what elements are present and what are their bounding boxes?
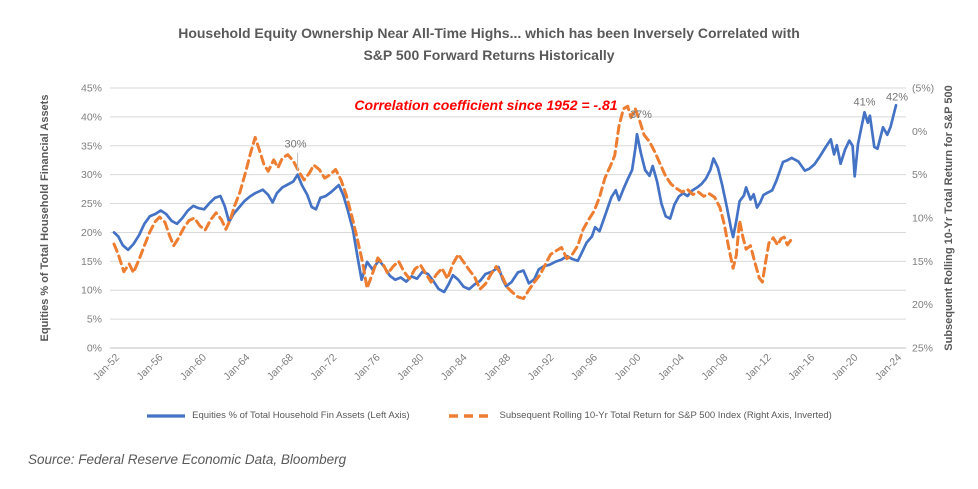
left-axis-tick-label: 30%: [81, 169, 102, 181]
gridlines: [110, 87, 906, 349]
chart-title: Household Equity Ownership Near All-Time…: [0, 22, 978, 66]
left-axis-tick-labels: 45% 40% 35% 30% 25% 20% 15% 10% 5% 0%: [81, 83, 102, 355]
x-axis-tick-label: Jan-64: [221, 352, 252, 383]
chart-title-line1: Household Equity Ownership Near All-Time…: [178, 25, 800, 41]
legend-label-sp500-returns: Subsequent Rolling 10-Yr Total Return fo…: [499, 410, 832, 421]
legend-item-sp500-returns: Subsequent Rolling 10-Yr Total Return fo…: [448, 410, 832, 421]
legend-solid-line-swatch: [147, 413, 186, 418]
series-line-equities: [112, 103, 898, 294]
left-axis-tick-label: 5%: [87, 314, 102, 326]
x-axis-tick-label: Jan-12: [743, 352, 774, 383]
right-axis-tick-label: 25%: [912, 343, 933, 355]
x-axis-tick-label: Jan-88: [482, 352, 513, 383]
left-axis-tick-label: 15%: [81, 256, 102, 268]
left-axis-tick-label: 0%: [87, 343, 102, 355]
x-axis-tick-label: Jan-60: [178, 352, 209, 383]
legend-dashed-line-swatch: [448, 413, 493, 418]
x-axis-tick-label: Jan-56: [134, 352, 165, 383]
right-axis-title: Subsequent Rolling 10-Yr Total Return fo…: [943, 85, 955, 350]
x-axis-tick-label: Jan-84: [438, 352, 469, 383]
left-axis-tick-label: 10%: [81, 285, 102, 297]
x-axis-tick-labels: Jan-52 Jan-56 Jan-60 Jan-64 Jan-68 Jan-72 Jan-…: [91, 352, 904, 383]
data-point-label: 42%: [886, 91, 908, 103]
series-line-sp500-returns: [112, 104, 793, 301]
right-axis-tick-label: 10%: [912, 213, 933, 225]
x-axis-tick-label: Jan-52: [91, 352, 122, 383]
correlation-annotation: Correlation coefficient since 1952 = -.8…: [354, 97, 618, 113]
left-axis-tick-label: 25%: [81, 198, 102, 210]
right-axis-tick-label: 5%: [912, 169, 927, 181]
legend-label-equities: Equities % of Total Household Fin Assets…: [192, 410, 410, 421]
series-lines: [112, 103, 898, 301]
right-axis-tick-label: 20%: [912, 299, 933, 311]
x-axis-tick-label: Jan-20: [829, 352, 860, 383]
x-axis-tick-label: Jan-04: [656, 352, 687, 383]
chart-canvas: 45% 40% 35% 30% 25% 20% 15% 10% 5% 0% (5%) 0% 5% 10%…: [39, 83, 955, 383]
legend-item-equities: Equities % of Total Household Fin Assets…: [146, 410, 410, 421]
x-axis-tick-label: Jan-96: [569, 352, 600, 383]
source-note: Source: Federal Reserve Economic Data, B…: [28, 452, 347, 467]
left-axis-title: Equities % of Total Household Financial …: [39, 95, 51, 342]
x-axis-tick-label: Jan-76: [352, 352, 383, 383]
right-axis-tick-label: 15%: [912, 256, 933, 268]
data-point-labels: 30% 37% 41% 42%: [285, 91, 908, 171]
x-axis-tick-label: Jan-80: [395, 352, 426, 383]
x-axis-tick-label: Jan-08: [699, 352, 730, 383]
right-axis-tick-label: (5%): [912, 83, 934, 95]
data-point-label: 37%: [630, 109, 652, 121]
x-axis-tick-label: Jan-72: [308, 352, 339, 383]
data-point-label: 41%: [853, 96, 875, 108]
chart-legend: Equities % of Total Household Fin Assets…: [0, 410, 978, 421]
x-axis-tick-label: Jan-00: [612, 352, 643, 383]
x-axis-tick-label: Jan-16: [786, 352, 817, 383]
left-axis-tick-label: 35%: [81, 140, 102, 152]
x-axis-tick-label: Jan-24: [873, 352, 904, 383]
chart-title-line2: S&P 500 Forward Returns Historically: [363, 47, 615, 63]
data-point-label: 30%: [285, 139, 307, 151]
left-axis-tick-label: 45%: [81, 83, 102, 95]
left-axis-tick-label: 40%: [81, 111, 102, 123]
x-axis-tick-label: Jan-68: [265, 352, 296, 383]
left-axis-tick-label: 20%: [81, 227, 102, 239]
x-axis-tick-label: Jan-92: [525, 352, 556, 383]
right-axis-tick-label: 0%: [912, 126, 927, 138]
right-axis-tick-labels: (5%) 0% 5% 10% 15% 20% 25%: [912, 83, 934, 355]
